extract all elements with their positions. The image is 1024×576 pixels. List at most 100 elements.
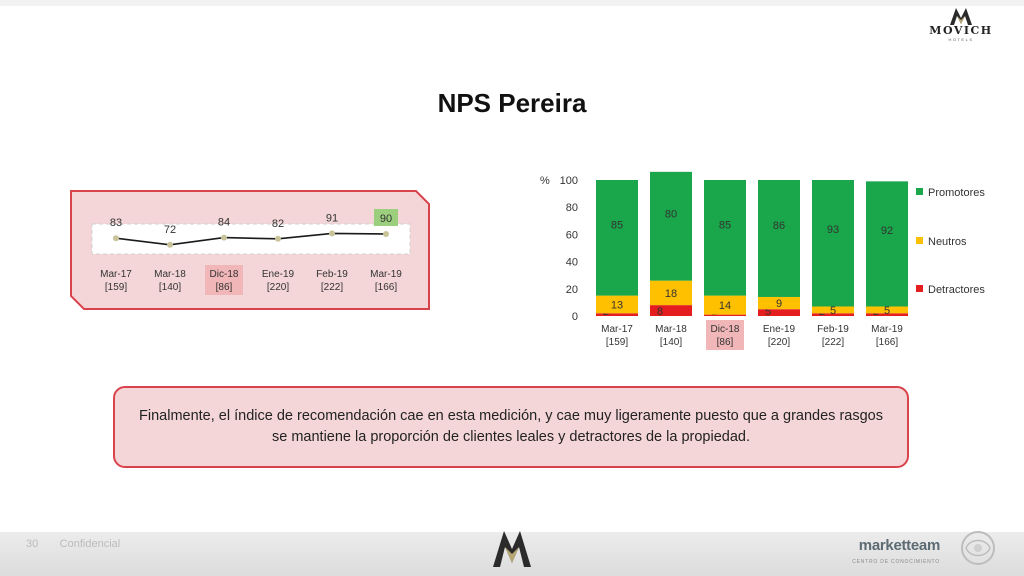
brand-name: MOVICH <box>929 24 993 37</box>
trend-category-label: Ene-19 <box>262 269 295 280</box>
bar-category-highlight <box>706 320 744 350</box>
trend-category-label: Mar-19 <box>370 269 402 280</box>
movich-footer-mark-icon <box>493 531 531 567</box>
confidential-label: Confidencial <box>59 538 121 550</box>
bar-segment-promotores <box>866 181 908 307</box>
bar-segment-neutros <box>866 306 908 314</box>
trend-value-label: 72 <box>164 224 176 236</box>
bar-segment-detractores <box>812 313 854 316</box>
trend-value-label: 84 <box>218 217 230 229</box>
nps-trend-line <box>115 232 387 246</box>
bar-segment-neutros <box>812 306 854 314</box>
bar-value-label: 14 <box>719 300 731 312</box>
bar-value-label: 5 <box>765 306 771 318</box>
bar-y-tick-label: 0 <box>572 311 578 323</box>
trend-category-label: Mar-17 <box>100 269 132 280</box>
bar-segment-neutros <box>758 296 800 310</box>
bar-segment-detractores <box>866 313 908 316</box>
bar-value-label: 92 <box>881 225 893 237</box>
bar-value-label: 80 <box>665 209 677 221</box>
nps-line-chart: 83 72 84 82 91 90 Mar-17 [159] Mar-18 [140] Dic-18… <box>70 190 430 310</box>
trend-value-label: 82 <box>272 218 284 230</box>
bar-category-label: Mar-17 <box>601 324 633 335</box>
bar-value-label: 93 <box>827 224 839 236</box>
bar-segment-promotores <box>596 180 638 296</box>
page-title: NPS Pereira <box>437 88 587 118</box>
trend-point <box>167 241 173 248</box>
legend-swatch-neutros <box>916 237 923 244</box>
bar-value-label: 85 <box>611 220 623 232</box>
bar-segment-detractores <box>704 314 746 316</box>
trend-sample-label: [140] <box>159 282 181 293</box>
bar-sample-label: [159] <box>606 337 628 348</box>
bar-y-unit: % <box>540 175 550 187</box>
bar-segment-detractores <box>758 309 800 316</box>
bar-y-tick-label: 20 <box>566 284 578 296</box>
trend-point <box>221 234 227 241</box>
bar-value-label: 8 <box>657 306 663 318</box>
movich-logo: MOVICH HOTELS <box>926 6 996 42</box>
bar-sample-label: [140] <box>660 337 682 348</box>
bar-value-label: 5 <box>830 305 836 317</box>
footer-logo <box>490 527 534 574</box>
bar-value-label: 9 <box>776 298 782 310</box>
trend-point <box>275 235 281 242</box>
bar-value-label: 5 <box>884 305 890 317</box>
trend-value-label: 91 <box>326 212 338 224</box>
bar-segment-promotores <box>650 171 692 281</box>
trend-point <box>383 231 389 237</box>
footer-bar: 30 Confidencial marketteam CENTRO DE CON… <box>0 531 1024 576</box>
top-rule <box>0 0 1024 6</box>
bar-sample-label: [86] <box>717 337 734 348</box>
legend-swatch-promotores <box>916 188 923 195</box>
bar-value-label: 85 <box>719 220 731 232</box>
bar-sample-label: [166] <box>876 337 898 348</box>
movich-mark-icon <box>950 8 972 25</box>
agency-mark-icon <box>956 528 1000 573</box>
nps-stacked-bar-chart: %02040608010021385Mar-17[159]81880Mar-18… <box>540 171 985 350</box>
bar-value-label: 18 <box>665 288 677 300</box>
trend-value-label: 90 <box>380 213 392 225</box>
trend-sample-label: [166] <box>375 282 397 293</box>
page-number: 30 <box>26 538 39 550</box>
legend-label: Detractores <box>928 284 985 296</box>
bar-segment-neutros <box>704 295 746 315</box>
trend-category-highlight <box>205 265 243 295</box>
bar-segment-promotores <box>812 180 854 307</box>
trend-value-highlight <box>374 209 398 226</box>
bar-category-label: Ene-19 <box>763 324 796 335</box>
footer-page-info: 30 Confidencial <box>26 538 120 550</box>
bar-y-tick-label: 60 <box>566 229 578 241</box>
agency-name: marketteam <box>858 537 941 554</box>
bar-y-tick-label: 40 <box>566 257 578 269</box>
bar-segment-neutros <box>650 280 692 306</box>
bar-sample-label: [220] <box>768 337 790 348</box>
trend-sample-label: [159] <box>105 282 127 293</box>
summary-note-text: Finalmente, el índice de recomendación c… <box>139 408 883 445</box>
trend-point <box>329 230 335 237</box>
trend-point <box>113 235 119 242</box>
bar-segment-promotores <box>758 180 800 297</box>
bar-segment-detractores <box>650 305 692 316</box>
nps-trend-panel: 83 72 84 82 91 90 Mar-17 [159] Mar-18 [140] Dic-18… <box>70 190 430 310</box>
legend-label: Promotores <box>928 187 985 199</box>
nps-stacked-panel: %02040608010021385Mar-17[159]81880Mar-18… <box>530 168 1010 358</box>
bar-value-label: 86 <box>773 220 785 232</box>
trend-value-label: 83 <box>110 217 122 229</box>
summary-note: Finalmente, el índice de recomendación c… <box>113 386 909 468</box>
bar-segment-promotores <box>704 180 746 296</box>
brand-sub: HOTELS <box>948 37 974 42</box>
bar-sample-label: [222] <box>822 337 844 348</box>
agency-sub: CENTRO DE CONOCIMIENTO <box>852 559 940 565</box>
trend-sample-label: [86] <box>216 282 233 293</box>
bar-segment-detractores <box>596 313 638 316</box>
legend-swatch-detractores <box>916 285 923 292</box>
bar-y-tick-label: 100 <box>560 175 578 187</box>
bar-category-label: Mar-19 <box>871 324 903 335</box>
trend-category-label: Dic-18 <box>210 269 239 280</box>
bar-y-tick-label: 80 <box>566 202 578 214</box>
bar-segment-neutros <box>596 295 638 314</box>
bar-category-label: Mar-18 <box>655 324 687 335</box>
bar-category-label: Dic-18 <box>711 324 740 335</box>
bar-category-label: Feb-19 <box>817 324 849 335</box>
